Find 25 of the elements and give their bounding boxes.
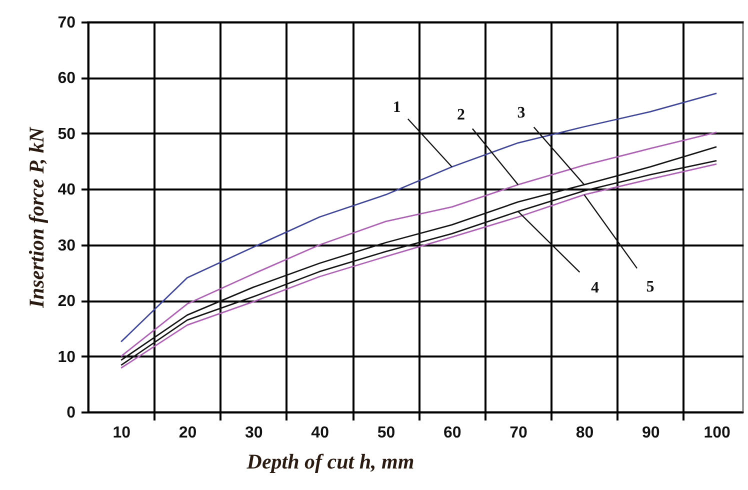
y-tick-label: 10 [58, 348, 76, 366]
y-tick-label: 20 [58, 293, 76, 310]
y-tick-label: 40 [58, 182, 76, 199]
x-tick-label: 70 [510, 424, 528, 442]
y-tick-label: 70 [58, 14, 76, 32]
x-tick-label: 50 [377, 424, 396, 442]
x-tick-label: 80 [576, 424, 594, 442]
annotation: 2 [457, 106, 466, 124]
annotation: 4 [591, 279, 600, 296]
x-axis-title: Depth of cut h, mm [246, 450, 414, 474]
x-tick-label: 30 [245, 424, 263, 442]
y-tick-label: 30 [58, 237, 76, 254]
x-tick-label: 60 [443, 424, 462, 442]
annotation: 5 [646, 278, 654, 296]
annotation: 3 [517, 104, 526, 122]
x-tick-label: 100 [704, 424, 730, 442]
x-tick-label: 90 [642, 424, 660, 442]
x-tick-label: 20 [178, 424, 197, 442]
y-axis-title: Insertion force P, kN [24, 126, 49, 309]
y-tick-label: 50 [58, 126, 76, 143]
x-tick-label: 40 [311, 424, 330, 442]
y-tick-label: 0 [66, 404, 76, 422]
y-tick-label: 60 [58, 70, 76, 88]
annotation: 1 [392, 98, 401, 116]
x-tick-label: 10 [112, 424, 131, 442]
